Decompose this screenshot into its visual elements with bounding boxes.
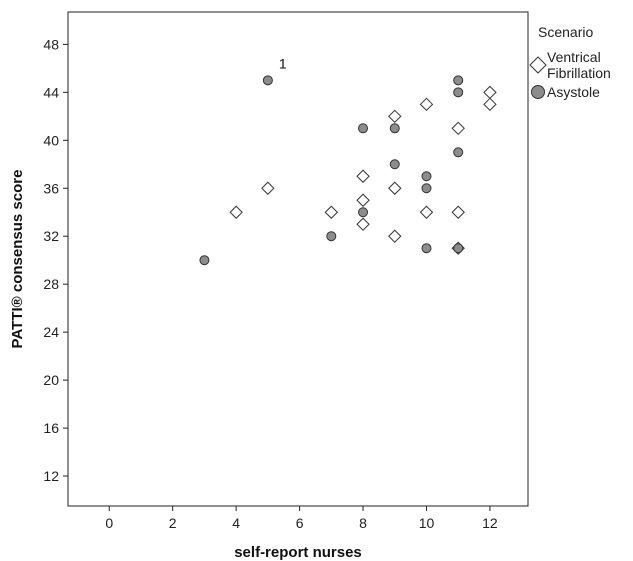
diamond-point xyxy=(388,109,402,124)
diamond-point xyxy=(356,217,370,231)
y-axis: 12 16 20 24 28 32 36 40 44 48 xyxy=(43,36,68,484)
legend-title: Scenario xyxy=(538,24,593,40)
y-tick-label: 40 xyxy=(43,132,59,148)
legend-entry-label: Ventrical xyxy=(547,49,601,65)
y-tick-label: 32 xyxy=(43,228,59,244)
diamond-point xyxy=(388,229,402,243)
circle-point xyxy=(421,171,432,182)
circle-point xyxy=(262,75,273,86)
legend-entry-label: Fibrillation xyxy=(547,65,611,81)
x-tick-label: 0 xyxy=(105,515,113,531)
diamond-point xyxy=(356,193,370,207)
diamond-point xyxy=(419,205,434,219)
y-tick-label: 16 xyxy=(43,420,59,436)
x-tick-label: 2 xyxy=(169,515,177,531)
diamond-point xyxy=(419,97,434,112)
diamond-point xyxy=(356,169,370,183)
x-axis: 0 2 4 6 8 10 12 xyxy=(105,506,498,531)
diamond-point xyxy=(451,121,465,136)
x-tick-label: 10 xyxy=(419,515,435,531)
circle-point xyxy=(389,159,400,170)
circle-point xyxy=(453,243,464,254)
y-tick-label: 12 xyxy=(43,468,59,484)
y-tick-label: 36 xyxy=(43,180,59,196)
circle-point xyxy=(421,243,432,254)
annotations: 1 xyxy=(279,55,287,71)
circle-point xyxy=(389,123,400,134)
y-axis-title: PATTI® consensus score xyxy=(9,170,26,349)
x-tick-label: 12 xyxy=(482,515,498,531)
circle-point xyxy=(358,207,369,218)
legend-circle-marker xyxy=(531,85,545,99)
legend-entry-label: Asystole xyxy=(547,84,600,100)
diamond-point xyxy=(483,97,497,112)
y-tick-label: 24 xyxy=(43,324,59,340)
circle-point xyxy=(358,123,369,134)
y-tick-label: 20 xyxy=(43,372,59,388)
diamond-point xyxy=(229,205,243,219)
diamond-point xyxy=(261,181,275,195)
x-tick-label: 8 xyxy=(359,515,367,531)
y-tick-label: 44 xyxy=(43,84,59,100)
y-tick-label: 48 xyxy=(43,36,59,52)
diamond-point xyxy=(324,205,339,219)
circle-point xyxy=(199,255,210,266)
plot-area xyxy=(67,11,529,507)
data-points xyxy=(199,75,497,266)
circle-point xyxy=(453,147,464,158)
x-tick-label: 4 xyxy=(232,515,240,531)
diamond-point xyxy=(451,205,465,219)
x-tick-label: 6 xyxy=(296,515,304,531)
circle-point xyxy=(326,231,337,242)
x-axis-title: self-report nurses xyxy=(234,544,362,561)
point-annotation: 1 xyxy=(279,55,287,71)
y-tick-label: 28 xyxy=(43,276,59,292)
circle-point xyxy=(453,75,464,86)
legend-diamond-marker xyxy=(529,56,547,74)
circle-point xyxy=(453,87,464,98)
diamond-point xyxy=(388,181,402,195)
circle-point xyxy=(421,183,432,194)
